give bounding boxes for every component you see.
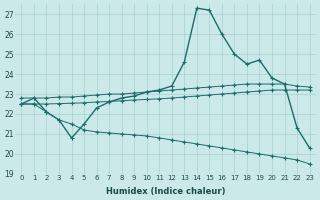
X-axis label: Humidex (Indice chaleur): Humidex (Indice chaleur) (106, 187, 225, 196)
